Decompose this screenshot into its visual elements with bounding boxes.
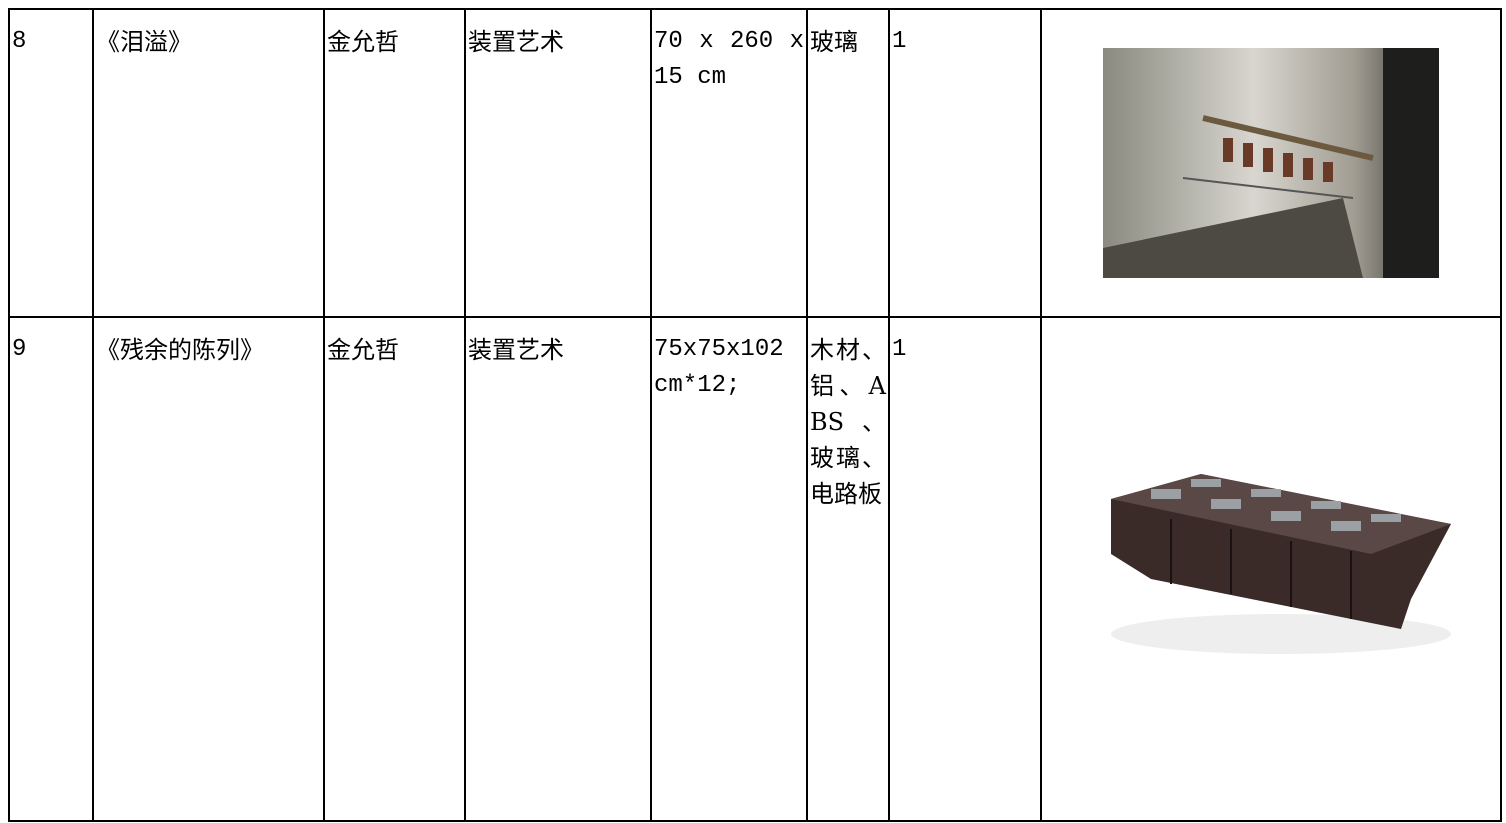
cell-size: 70 x 260 x 15 cm <box>650 8 808 318</box>
cell-number: 8 <box>8 8 94 318</box>
cell-artist: 金允哲 <box>323 8 466 318</box>
artwork-table: 8 《泪溢》 金允哲 装置艺术 70 x 260 x 15 cm 玻璃 1 9 … <box>8 8 1502 822</box>
cell-image <box>1040 316 1502 822</box>
cell-image <box>1040 8 1502 318</box>
cell-number: 9 <box>8 316 94 822</box>
cell-material: 木材、铝、ABS、玻璃、电路板 <box>806 316 890 822</box>
cell-category: 装置艺术 <box>464 316 652 822</box>
cell-quantity: 1 <box>888 316 1042 822</box>
table-row: 9 《残余的陈列》 金允哲 装置艺术 75x75x102 cm*12; 木材、铝… <box>8 316 1502 822</box>
cell-quantity: 1 <box>888 8 1042 318</box>
cell-material: 玻璃 <box>806 8 890 318</box>
artwork-photo <box>1103 48 1439 278</box>
cell-category: 装置艺术 <box>464 8 652 318</box>
cell-title: 《残余的陈列》 <box>92 316 325 822</box>
cell-size: 75x75x102 cm*12; <box>650 316 808 822</box>
artwork-render <box>1111 474 1451 654</box>
cell-title: 《泪溢》 <box>92 8 325 318</box>
cell-artist: 金允哲 <box>323 316 466 822</box>
table-row: 8 《泪溢》 金允哲 装置艺术 70 x 260 x 15 cm 玻璃 1 <box>8 8 1502 318</box>
